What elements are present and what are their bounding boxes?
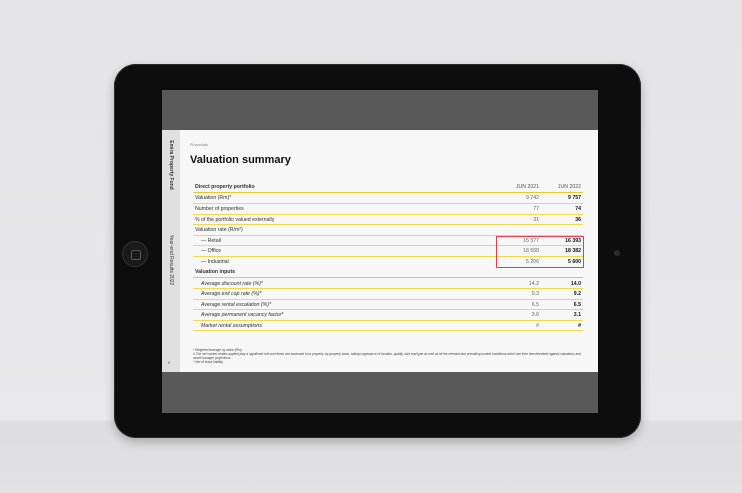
value-2022: 9 757 xyxy=(568,195,581,201)
row-label: Average discount rate (%)* xyxy=(201,280,263,287)
table-row: — Retail 15 577 16 393 xyxy=(193,236,583,246)
row-label: — Industrial xyxy=(201,258,229,265)
header-col1: JUN 2021 xyxy=(515,184,539,190)
value-2021: 9.3 xyxy=(531,291,539,297)
page-number: 9 xyxy=(168,360,171,365)
footnote: * Weighted average by value (Rm). xyxy=(193,348,243,352)
value-2021: 5 206 xyxy=(526,258,539,265)
value-2022: 5 600 xyxy=(568,258,581,265)
table-row: Number of properties 77 74 xyxy=(193,204,583,215)
table-row: Valuation (Rm)* 9 742 9 757 xyxy=(193,193,583,204)
sidebar-strip: Emira Property Fund Year-end Results 202… xyxy=(162,130,180,372)
row-label: Valuation (Rm)* xyxy=(195,195,232,201)
value-2021: 3.6 xyxy=(531,312,539,318)
row-label: Average exit cap rate (%)* xyxy=(201,291,262,297)
row-label: Average permanent vacancy factor* xyxy=(201,312,284,318)
footnotes: * Weighted average by value (Rm). # The … xyxy=(193,348,588,364)
value-2022: 74 xyxy=(575,206,581,212)
breadcrumb: Financials xyxy=(190,142,209,147)
home-button[interactable] xyxy=(122,241,148,267)
header-col2: JUN 2022 xyxy=(557,184,581,190)
section-header: Valuation inputs xyxy=(193,267,583,278)
value-2021: # xyxy=(536,322,539,329)
table-row: Average discount rate (%)* 14.2 14.0 xyxy=(193,279,583,289)
value-2021: 18 568 xyxy=(523,248,539,254)
table-row: Valuation rate (R/m²) xyxy=(193,225,583,236)
table-row: Market rental assumptions # # xyxy=(193,321,583,331)
value-2022: 3.1 xyxy=(573,312,581,318)
footnote: # The net market rentals applied play a … xyxy=(193,352,581,360)
highlight-box xyxy=(496,236,584,268)
value-2021: 6.5 xyxy=(531,301,539,308)
value-2021: 31 xyxy=(533,216,539,223)
row-label: Average rental escalation (%)* xyxy=(201,301,271,308)
section-label: Valuation inputs xyxy=(195,269,236,275)
row-label: % of the portfolio valued externally xyxy=(195,216,275,223)
value-2022: 6.5 xyxy=(573,301,581,308)
tablet-screen: Emira Property Fund Year-end Results 202… xyxy=(162,90,598,413)
camera-icon xyxy=(614,250,620,256)
row-label: Market rental assumptions xyxy=(201,322,262,329)
table-row: — Industrial 5 206 5 600 xyxy=(193,257,583,268)
value-2022: # xyxy=(578,322,581,329)
table-row: % of the portfolio valued externally 31 36 xyxy=(193,215,583,225)
value-2021: 15 577 xyxy=(523,237,539,244)
footnote: ^ Net of lease liability. xyxy=(193,360,224,364)
table-header: Direct property portfolio JUN 2021 JUN 202… xyxy=(193,182,583,193)
value-2022: 36 xyxy=(575,216,581,223)
table-row: Average rental escalation (%)* 6.5 6.5 xyxy=(193,300,583,310)
row-label: Number of properties xyxy=(195,206,244,212)
value-2021: 77 xyxy=(533,206,539,212)
value-2021: 9 742 xyxy=(526,195,539,201)
value-2022: 16 393 xyxy=(565,237,581,244)
row-label: — Office xyxy=(201,248,222,254)
table-row: Average permanent vacancy factor* 3.6 3.1 xyxy=(193,310,583,321)
value-2022: 9.2 xyxy=(573,291,581,297)
table-row: — Office 18 568 18 382 xyxy=(193,246,583,257)
company-name: Emira Property Fund xyxy=(168,140,174,190)
table-row: Average exit cap rate (%)* 9.3 9.2 xyxy=(193,289,583,300)
value-2022: 18 382 xyxy=(565,248,581,254)
page-title: Valuation summary xyxy=(190,154,291,166)
row-label: Valuation rate (R/m²) xyxy=(195,227,243,233)
slide: Emira Property Fund Year-end Results 202… xyxy=(162,130,598,372)
value-2022: 14.0 xyxy=(570,280,581,287)
value-2021: 14.2 xyxy=(528,280,539,287)
header-label: Direct property portfolio xyxy=(195,184,255,190)
report-name: Year-end Results 2022 xyxy=(168,234,174,286)
row-label: — Retail xyxy=(201,237,221,244)
